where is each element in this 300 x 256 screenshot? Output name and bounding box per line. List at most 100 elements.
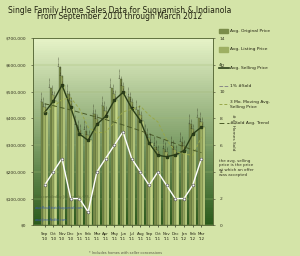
Text: $338,000: $338,000 [87,124,89,134]
Bar [107,116,109,225]
Bar [111,88,113,225]
Bar [33,40,213,42]
Text: $368,000: $368,000 [203,116,205,126]
Bar [33,207,213,208]
Text: $467,000: $467,000 [70,89,72,100]
Bar [50,88,52,225]
Bar [33,51,213,53]
Text: Avg. Original Price: Avg. Original Price [230,29,270,33]
Bar [113,94,116,225]
Text: $342,000: $342,000 [146,123,148,133]
Bar [33,55,213,57]
Text: # Sold Avg. Trend: # Sold Avg. Trend [230,121,269,125]
Bar [58,67,61,225]
Bar [33,201,213,203]
Bar [33,81,213,83]
Bar [33,117,213,119]
Bar [137,110,139,225]
Bar [33,180,213,182]
Bar [70,101,72,225]
Bar [181,142,183,225]
Bar [33,199,213,201]
Bar [33,136,213,137]
Bar [94,114,96,225]
Text: $558,000: $558,000 [61,65,63,75]
Bar [33,94,213,96]
Text: $460,000: $460,000 [131,91,133,101]
Bar [33,165,213,167]
Bar [33,223,213,225]
Bar [33,220,213,221]
Bar [33,177,213,179]
Bar [33,154,213,156]
Text: $515,000: $515,000 [111,76,113,87]
Bar [33,100,213,102]
Bar [183,146,185,225]
Bar [33,91,213,93]
Bar [33,128,213,130]
Text: From September 2010 through March 2012: From September 2010 through March 2012 [38,12,202,20]
Bar [33,197,213,199]
Text: $548,000: $548,000 [120,68,122,78]
Bar [142,121,144,225]
Text: $264,000: $264,000 [176,143,178,154]
Bar [33,216,213,218]
Bar [33,149,213,151]
Text: $385,000: $385,000 [200,111,202,121]
Bar [192,129,194,225]
Bar [33,57,213,59]
Text: $375,000: $375,000 [76,114,78,124]
Text: $355,000: $355,000 [85,119,87,130]
Bar [33,171,213,173]
Bar [33,175,213,177]
Bar [33,132,213,134]
Text: $522,000: $522,000 [122,74,124,85]
Bar [33,72,213,74]
Text: $298,000: $298,000 [183,134,185,145]
Bar [52,95,54,225]
Text: Data compiled by: Jim Lewis Jr, CRS, GRI: Data compiled by: Jim Lewis Jr, CRS, GRI [35,195,95,199]
Bar [33,89,213,91]
Bar [61,76,63,225]
Bar [33,113,213,115]
Bar [33,143,213,145]
Text: $492,000: $492,000 [113,82,115,93]
Bar [33,96,213,98]
Text: $262,000: $262,000 [159,144,161,154]
Bar [33,109,213,111]
Text: the avg. selling
price is the price
at which an offer
was accepted: the avg. selling price is the price at w… [219,159,254,177]
Text: 3 Mo. Moving Avg.
Selling Price: 3 Mo. Moving Avg. Selling Price [230,100,270,109]
Bar [33,108,213,109]
Bar [33,74,213,76]
Bar [150,143,152,225]
Text: www.RealEstateSuquamish.com: www.RealEstateSuquamish.com [35,206,83,210]
Bar [33,121,213,122]
Text: $525,000: $525,000 [63,74,65,84]
Bar [33,164,213,165]
Bar [78,130,81,225]
Bar [33,145,213,147]
Text: $498,000: $498,000 [124,81,126,91]
Bar [33,61,213,63]
Bar [157,151,159,225]
Text: $398,000: $398,000 [96,108,98,118]
Bar [139,115,142,225]
Bar [33,124,213,126]
Bar [33,70,213,72]
Text: 1% #Sold: 1% #Sold [230,84,251,88]
Bar [163,149,165,225]
Text: $257,000: $257,000 [168,145,170,156]
Text: $318,000: $318,000 [89,129,92,139]
Text: $442,000: $442,000 [44,96,46,106]
Text: $515,000: $515,000 [50,76,52,87]
Bar [33,67,213,68]
Text: $295,000: $295,000 [154,135,157,145]
Text: $460,000: $460,000 [41,91,43,101]
Text: $378,000: $378,000 [98,113,100,123]
Bar [33,59,213,61]
Bar [33,208,213,210]
Bar [33,179,213,180]
Bar [133,108,135,225]
Text: $328,000: $328,000 [148,126,150,137]
Bar [33,63,213,65]
